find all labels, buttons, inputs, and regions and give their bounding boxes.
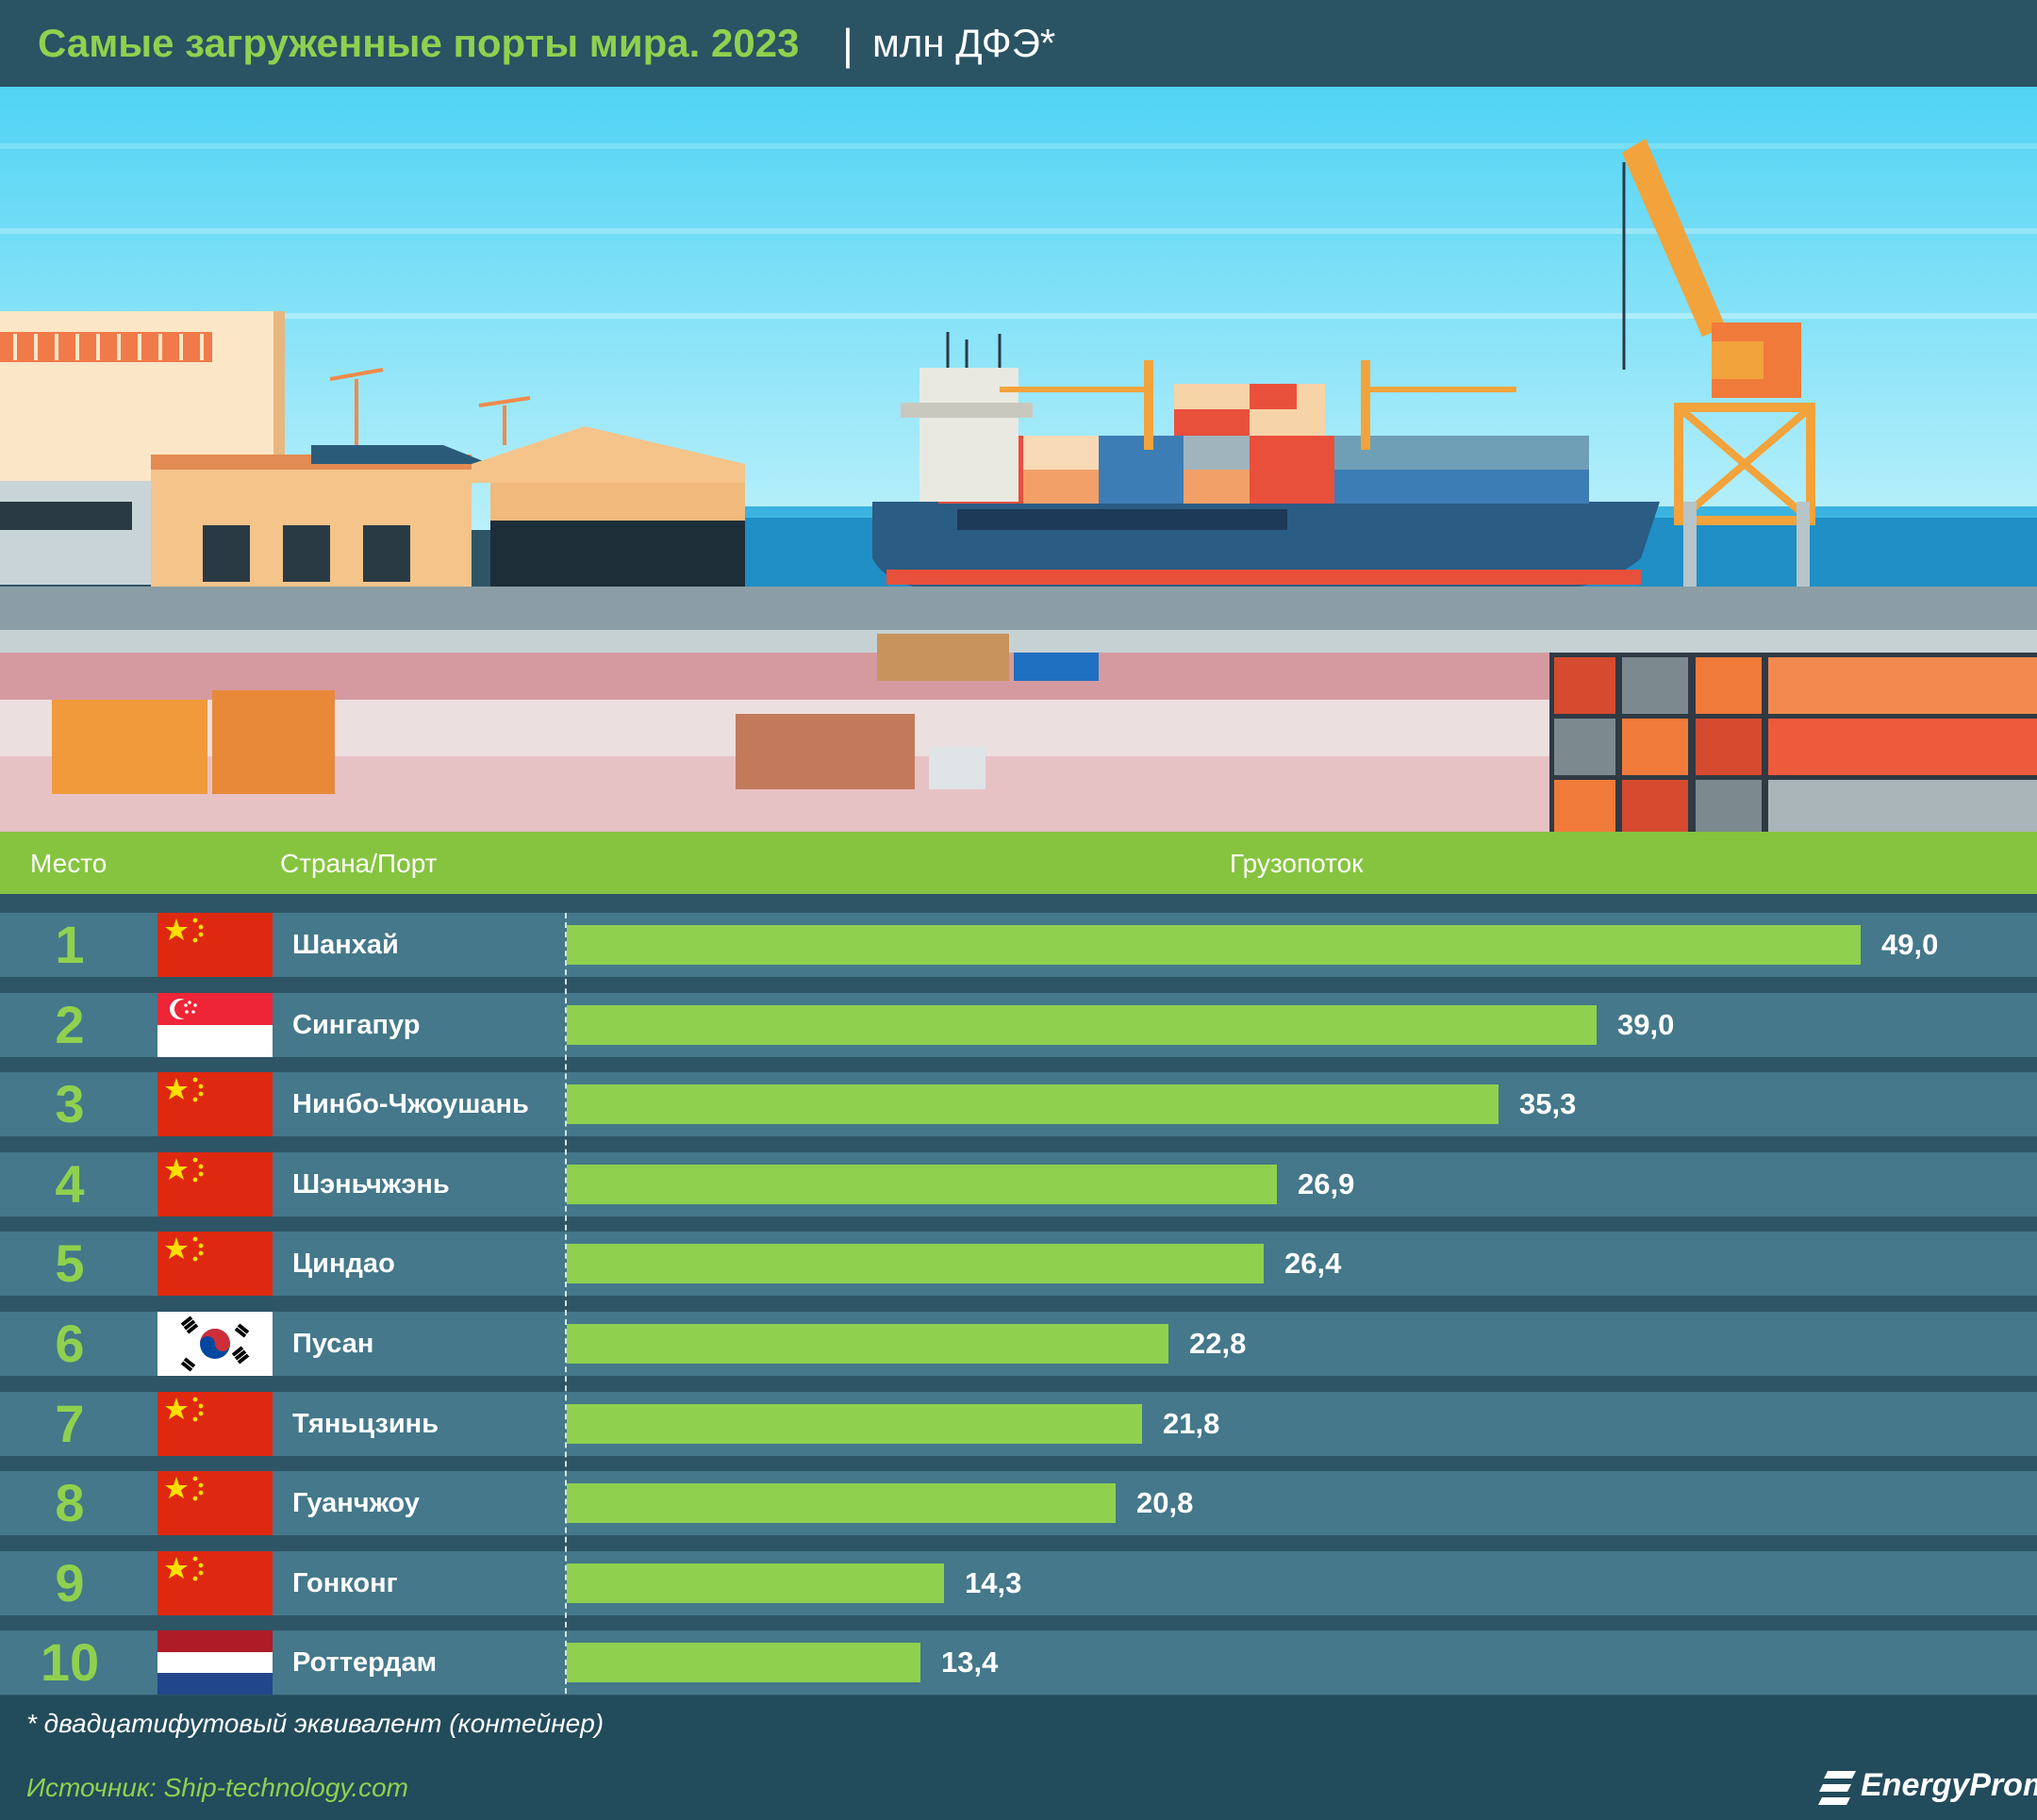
port-name: Гонконг xyxy=(292,1568,398,1598)
source-note: Источник: Ship-technology.com xyxy=(26,1773,409,1802)
china-flag-icon xyxy=(157,1471,273,1535)
port-name: Шэньчжэнь xyxy=(292,1169,450,1200)
table-row: 1 Шанхай 49,0 xyxy=(0,913,2037,977)
column-header-rank: Место xyxy=(30,849,108,878)
throughput-bar xyxy=(567,1165,1277,1204)
china-flag-icon xyxy=(157,1551,273,1615)
port-name: Гуанчжоу xyxy=(292,1488,420,1518)
table-row: 8 Гуанчжоу 20,8 xyxy=(0,1471,2037,1535)
throughput-bar xyxy=(567,1404,1142,1444)
table-row: 4 Шэньчжэнь 26,9 xyxy=(0,1152,2037,1216)
unit-label: млн ДФЭ* xyxy=(872,21,1056,65)
port-name: Шанхай xyxy=(292,930,399,960)
singapore-flag-icon xyxy=(157,993,273,1057)
throughput-bar xyxy=(567,1643,920,1682)
south-korea-flag-icon xyxy=(157,1312,273,1376)
throughput-bar xyxy=(567,1084,1499,1124)
value-label: 39,0 xyxy=(1617,1008,1675,1041)
china-flag-icon xyxy=(157,1152,273,1216)
column-header-throughput: Грузопоток xyxy=(1230,849,1364,878)
china-flag-icon xyxy=(157,913,273,977)
netherlands-flag-icon xyxy=(157,1630,273,1695)
rank-number: 6 xyxy=(55,1314,85,1373)
energyprom-logo-icon xyxy=(1818,1771,1856,1805)
value-label: 13,4 xyxy=(941,1646,999,1679)
table-row: 6 Пусан 22,8 xyxy=(0,1312,2037,1376)
rank-number: 4 xyxy=(55,1154,85,1214)
port-name: Пусан xyxy=(292,1329,374,1359)
china-flag-icon xyxy=(157,1392,273,1456)
port-name: Роттердам xyxy=(292,1647,438,1678)
value-label: 14,3 xyxy=(965,1566,1022,1599)
table-row: 9 Гонконг 14,3 xyxy=(0,1551,2037,1615)
column-header-country-port: Страна/Порт xyxy=(280,849,438,878)
port-name: Нинбо-Чжоушань xyxy=(292,1089,529,1119)
value-label: 26,4 xyxy=(1284,1247,1342,1280)
value-label: 26,9 xyxy=(1298,1167,1355,1200)
rank-number: 9 xyxy=(55,1553,85,1613)
footnote: * двадцатифутовый эквивалент (контейнер) xyxy=(26,1709,604,1738)
port-name: Циндао xyxy=(292,1249,395,1279)
port-name: Сингапур xyxy=(292,1010,421,1040)
value-label: 21,8 xyxy=(1163,1407,1220,1440)
port-name: Тяньцзинь xyxy=(292,1409,439,1439)
page-title: Самые загруженные порты мира. 2023 xyxy=(38,21,800,65)
throughput-bar xyxy=(567,1244,1264,1283)
value-label: 35,3 xyxy=(1519,1087,1577,1120)
throughput-bar xyxy=(567,1483,1116,1523)
axis-baseline xyxy=(565,913,567,1694)
rank-number: 10 xyxy=(40,1632,100,1692)
throughput-bar xyxy=(567,925,1861,965)
rank-number: 2 xyxy=(55,995,85,1054)
column-header-bar: Место Страна/Порт Грузопоток xyxy=(0,832,2037,894)
table-row: 3 Нинбо-Чжоушань 35,3 xyxy=(0,1072,2037,1136)
china-flag-icon xyxy=(157,1232,273,1296)
value-label: 22,8 xyxy=(1189,1327,1247,1360)
brand-logo-text: EnergyProm xyxy=(1861,1767,2037,1803)
rank-number: 1 xyxy=(55,915,85,974)
rank-number: 5 xyxy=(55,1233,85,1293)
throughput-bar xyxy=(567,1564,944,1603)
table-row: 7 Тяньцзинь 21,8 xyxy=(0,1392,2037,1456)
value-label: 49,0 xyxy=(1881,928,1939,961)
throughput-bar xyxy=(567,1005,1597,1045)
table-row: 2 Сингапур 39,0 xyxy=(0,993,2037,1057)
china-flag-icon xyxy=(157,1072,273,1136)
throughput-bar xyxy=(567,1324,1168,1364)
port-illustration xyxy=(0,87,2037,832)
value-label: 20,8 xyxy=(1136,1486,1194,1519)
rank-number: 8 xyxy=(55,1473,85,1532)
rank-number: 3 xyxy=(55,1074,85,1133)
footer xyxy=(0,1696,2037,1820)
header: Самые загруженные порты мира. 2023 | млн… xyxy=(0,0,2037,87)
rank-number: 7 xyxy=(55,1394,85,1453)
title-separator: | xyxy=(842,20,853,69)
table-row: 10 Роттердам 13,4 xyxy=(0,1630,2037,1695)
table-row: 5 Циндао 26,4 xyxy=(0,1232,2037,1296)
